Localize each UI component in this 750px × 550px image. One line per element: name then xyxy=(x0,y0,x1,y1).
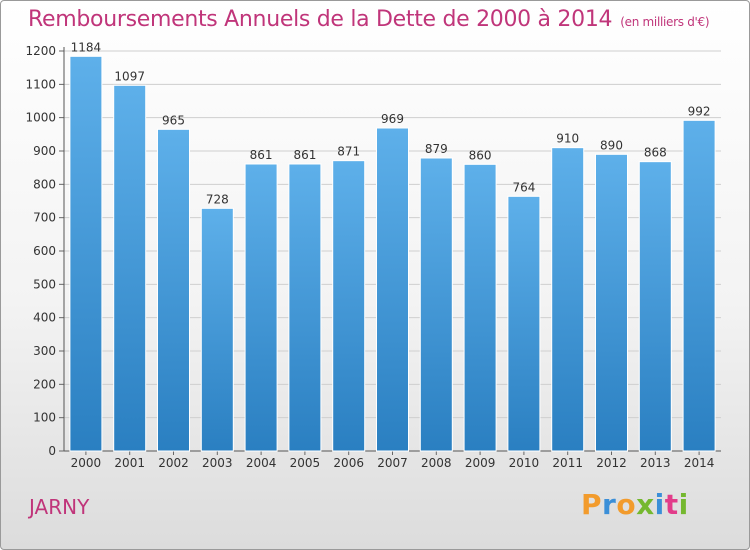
bar-value-label: 860 xyxy=(469,148,492,162)
x-tick-label: 2005 xyxy=(290,456,321,470)
bar-value-label: 1184 xyxy=(71,40,102,54)
y-tick-label: 0 xyxy=(48,444,56,458)
bar-2003 xyxy=(200,207,234,452)
bar-value-label: 861 xyxy=(250,148,273,162)
bar-value-label: 910 xyxy=(556,132,579,146)
y-tick-label: 700 xyxy=(33,211,56,225)
x-tick-label: 2004 xyxy=(246,456,277,470)
x-tick-label: 2010 xyxy=(509,456,540,470)
bar-value-label: 890 xyxy=(600,138,623,152)
proxiti-logo[interactable]: Proxiti xyxy=(581,488,689,521)
bar-2002 xyxy=(157,128,190,452)
bar-2014 xyxy=(682,119,716,452)
bar-2010 xyxy=(507,195,541,452)
bar-2006 xyxy=(332,160,366,452)
y-tick-label: 300 xyxy=(33,344,56,358)
x-tick-label: 2000 xyxy=(71,456,102,470)
chart-title: Remboursements Annuels de la Dette de 20… xyxy=(28,7,710,32)
chart-unit: (en milliers d'€) xyxy=(620,15,710,29)
x-tick-label: 2001 xyxy=(114,456,145,470)
y-tick-label: 800 xyxy=(33,177,56,191)
bar-2001 xyxy=(113,84,147,452)
x-tick-label: 2003 xyxy=(202,456,233,470)
bar-2000 xyxy=(69,55,103,452)
y-tick-label: 200 xyxy=(33,377,56,391)
y-tick-label: 100 xyxy=(33,411,56,425)
bar-2009 xyxy=(463,163,497,452)
logo-letter: o xyxy=(616,488,637,521)
logo-letter: i xyxy=(678,488,689,521)
y-tick-label: 500 xyxy=(33,277,56,291)
y-tick-label: 1200 xyxy=(25,44,56,58)
bar-2011 xyxy=(551,147,585,452)
bar-2005 xyxy=(288,163,322,452)
x-tick-label: 2007 xyxy=(377,456,408,470)
y-tick-label: 400 xyxy=(33,311,56,325)
logo-letter: P xyxy=(581,488,603,521)
x-tick-label: 2014 xyxy=(684,456,715,470)
bar-2004 xyxy=(244,163,278,452)
bar-2013 xyxy=(638,161,672,452)
logo-letter: t xyxy=(664,488,679,521)
x-tick-label: 2008 xyxy=(421,456,452,470)
bar-2012 xyxy=(595,153,628,452)
logo-letter: i xyxy=(654,488,665,521)
bar-value-label: 969 xyxy=(381,112,404,126)
labels: 1184 1097 965 728 861 861 871 969 879 860 764 910 89… xyxy=(71,40,711,206)
logo-letter: r xyxy=(602,488,617,521)
bar-value-label: 992 xyxy=(688,104,711,118)
axes: 0 100 200 300 400 500 600 700 800 900 1000 1100 1200… xyxy=(25,44,721,470)
bar-value-label: 965 xyxy=(162,113,185,127)
x-tick-label: 2013 xyxy=(640,456,671,470)
bar-value-label: 868 xyxy=(644,146,667,160)
x-tick-label: 2002 xyxy=(158,456,189,470)
bar-value-label: 861 xyxy=(293,148,316,162)
x-tick-label: 2006 xyxy=(333,456,364,470)
y-tick-label: 1000 xyxy=(25,111,56,125)
bar-2007 xyxy=(376,127,409,452)
x-tick-label: 2011 xyxy=(552,456,583,470)
bar-value-label: 1097 xyxy=(114,69,145,83)
y-tick-label: 1100 xyxy=(25,77,56,91)
x-tick-label: 2009 xyxy=(465,456,496,470)
logo-letter: x xyxy=(636,488,655,521)
bar-value-label: 879 xyxy=(425,142,448,156)
bars xyxy=(69,55,716,452)
chart-title-text: Remboursements Annuels de la Dette de 20… xyxy=(28,7,613,32)
y-tick-label: 900 xyxy=(33,144,56,158)
bar-2008 xyxy=(419,157,453,452)
x-tick-label: 2012 xyxy=(596,456,627,470)
bar-value-label: 764 xyxy=(512,180,535,194)
y-tick-label: 600 xyxy=(33,244,56,258)
bar-value-label: 871 xyxy=(337,145,360,159)
bar-value-label: 728 xyxy=(206,192,229,206)
city-name: JARNY xyxy=(29,495,90,519)
